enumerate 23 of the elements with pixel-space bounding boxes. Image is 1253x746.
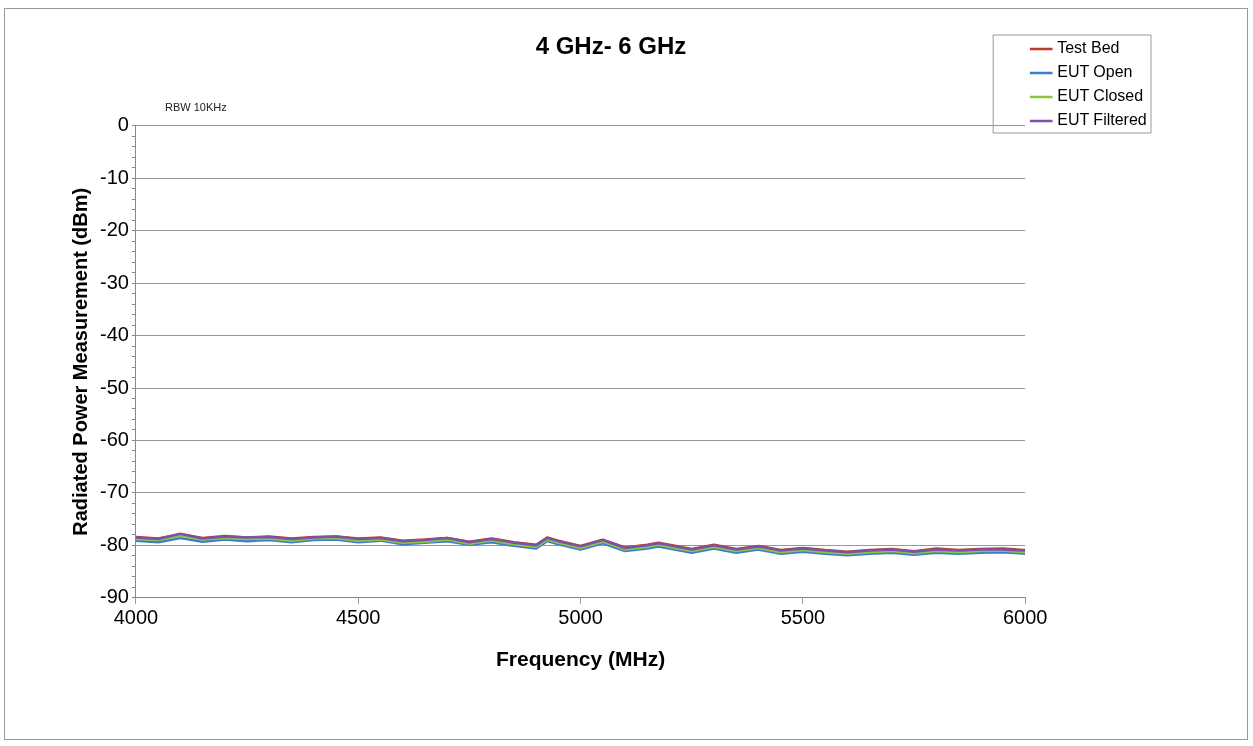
y-tick-label: -80 bbox=[100, 532, 129, 555]
legend-label: Test Bed bbox=[1057, 39, 1120, 57]
y-tick-label: -50 bbox=[100, 375, 129, 398]
text: RBW 10KHz bbox=[165, 101, 227, 113]
y-axis-title: Radiated Power Measurement (dBm) bbox=[68, 187, 91, 536]
x-tick-label: 4000 bbox=[113, 606, 159, 629]
chart-title: 4 GHz- 6 GHz bbox=[535, 32, 687, 60]
x-tick-label: 5000 bbox=[558, 606, 603, 629]
y-tick-label: -60 bbox=[100, 427, 129, 450]
y-tick-label: -40 bbox=[100, 323, 129, 346]
x-tick-label: 6000 bbox=[1002, 606, 1048, 629]
x-axis-title: Frequency (MHz) bbox=[495, 647, 666, 671]
y-tick-label: 0 bbox=[117, 113, 129, 136]
x-tick-label: 4500 bbox=[335, 606, 381, 629]
y-tick-label: -90 bbox=[100, 585, 129, 608]
x-tick-label: 5500 bbox=[780, 606, 826, 629]
y-tick-label: -10 bbox=[100, 165, 129, 188]
legend-label: EUT Closed bbox=[1057, 87, 1144, 105]
legend-label: EUT Open bbox=[1057, 63, 1133, 81]
legend-label: EUT Filtered bbox=[1057, 111, 1147, 129]
y-tick-label: -30 bbox=[100, 270, 129, 293]
y-tick-label: -70 bbox=[100, 480, 129, 503]
y-tick-label: -20 bbox=[100, 218, 129, 241]
